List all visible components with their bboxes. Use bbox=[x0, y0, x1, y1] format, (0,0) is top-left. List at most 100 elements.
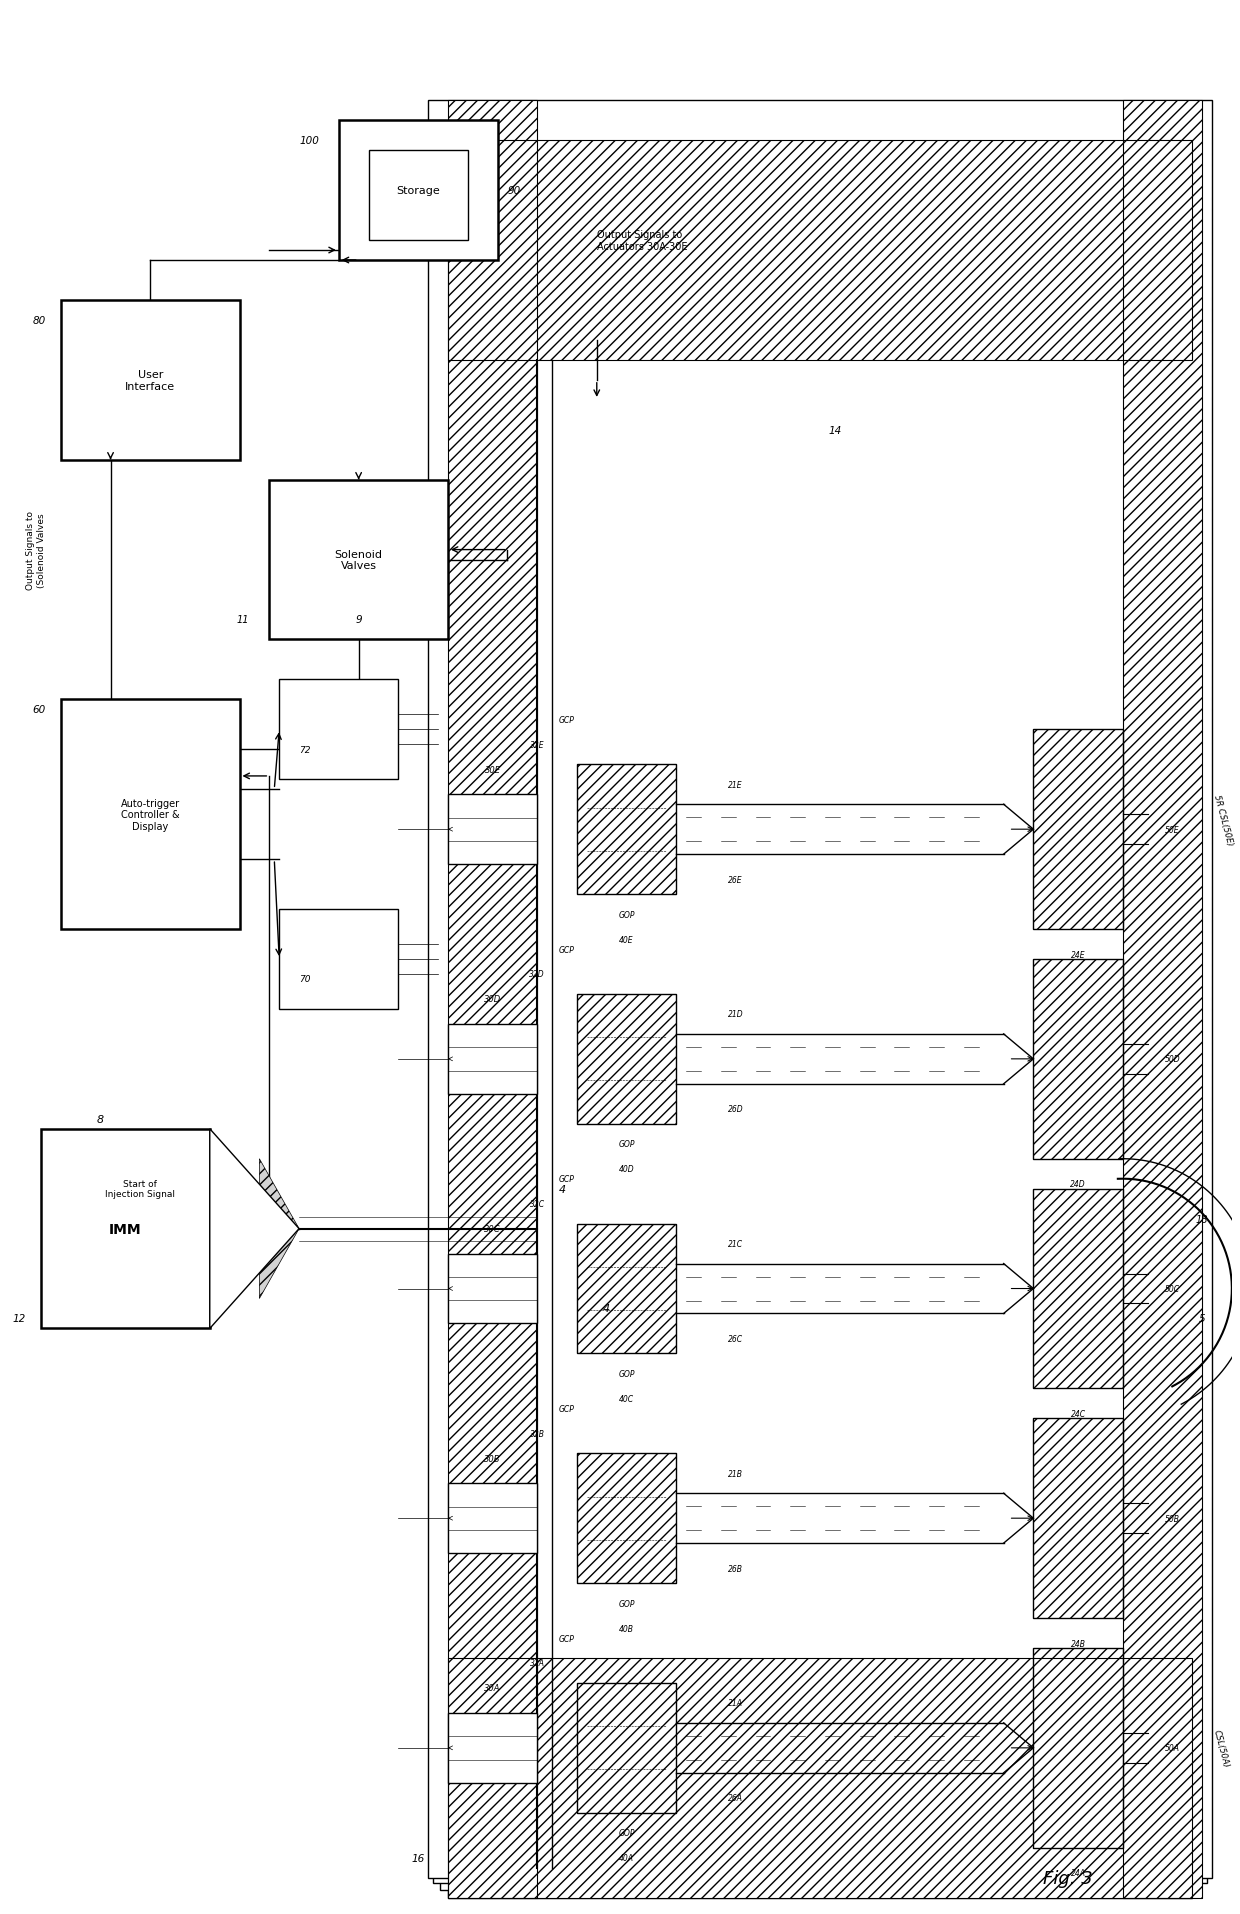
Text: 32A: 32A bbox=[529, 1659, 544, 1667]
Text: 4: 4 bbox=[603, 1303, 610, 1313]
Text: 21D: 21D bbox=[728, 1011, 744, 1018]
Bar bbox=[577, 1682, 676, 1813]
Bar bbox=[448, 1658, 1192, 1897]
Text: 14: 14 bbox=[828, 425, 842, 436]
Text: GCP: GCP bbox=[559, 1405, 575, 1413]
Text: 50B: 50B bbox=[1164, 1514, 1179, 1524]
Text: 50C: 50C bbox=[1164, 1284, 1180, 1294]
Bar bbox=[279, 679, 398, 779]
Text: 70: 70 bbox=[299, 974, 310, 984]
Text: 5R CSL(50E): 5R CSL(50E) bbox=[1211, 792, 1234, 846]
Text: User
Interface: User Interface bbox=[125, 369, 175, 392]
Bar bbox=[1033, 1418, 1122, 1617]
Bar bbox=[448, 101, 537, 1897]
Text: 21E: 21E bbox=[728, 781, 743, 789]
Text: 50D: 50D bbox=[1164, 1055, 1180, 1064]
Text: 30C: 30C bbox=[485, 1225, 501, 1233]
Text: Output Signals to
Actuators 30A-30E: Output Signals to Actuators 30A-30E bbox=[596, 230, 687, 253]
Text: GCP: GCP bbox=[559, 716, 575, 725]
Text: Solenoid
Valves: Solenoid Valves bbox=[335, 549, 383, 570]
Bar bbox=[448, 1024, 537, 1095]
Text: 12: 12 bbox=[12, 1313, 26, 1324]
Bar bbox=[577, 766, 676, 894]
Text: 11: 11 bbox=[237, 614, 249, 626]
Text: 60: 60 bbox=[32, 704, 46, 716]
Bar bbox=[1033, 959, 1122, 1160]
Bar bbox=[577, 766, 676, 894]
Text: GCP: GCP bbox=[559, 1635, 575, 1642]
Text: 30A: 30A bbox=[485, 1684, 501, 1692]
Text: 40C: 40C bbox=[619, 1393, 634, 1403]
Text: GCP: GCP bbox=[559, 1175, 575, 1183]
Text: 24C: 24C bbox=[1070, 1409, 1085, 1418]
Bar bbox=[41, 1129, 210, 1328]
Text: 40B: 40B bbox=[619, 1623, 634, 1633]
Bar bbox=[1122, 101, 1202, 1897]
Bar bbox=[448, 101, 537, 1897]
Text: 24E: 24E bbox=[1071, 949, 1085, 959]
Text: 21B: 21B bbox=[728, 1468, 743, 1478]
Bar bbox=[448, 142, 1192, 360]
Text: 40E: 40E bbox=[619, 936, 634, 944]
Text: 26C: 26C bbox=[728, 1334, 743, 1344]
Text: 40D: 40D bbox=[619, 1164, 635, 1173]
Bar bbox=[577, 995, 676, 1124]
Bar bbox=[279, 909, 398, 1009]
Text: Start of
Injection Signal: Start of Injection Signal bbox=[105, 1179, 175, 1198]
Bar bbox=[448, 1658, 1192, 1897]
Bar bbox=[448, 794, 537, 865]
Text: 24B: 24B bbox=[1070, 1638, 1085, 1648]
Text: 9: 9 bbox=[356, 614, 362, 626]
Text: 32E: 32E bbox=[529, 741, 544, 750]
Text: 32C: 32C bbox=[529, 1200, 544, 1208]
Polygon shape bbox=[210, 1129, 299, 1328]
Bar bbox=[368, 151, 467, 241]
Text: Auto-trigger
Controller &
Display: Auto-trigger Controller & Display bbox=[120, 798, 180, 831]
Text: GOP: GOP bbox=[619, 1598, 635, 1608]
Text: 8: 8 bbox=[97, 1114, 104, 1124]
Bar bbox=[577, 995, 676, 1124]
Bar bbox=[577, 1223, 676, 1353]
Text: 50E: 50E bbox=[1166, 825, 1179, 835]
Bar bbox=[448, 1483, 537, 1554]
Text: 26E: 26E bbox=[728, 875, 743, 884]
Bar bbox=[269, 480, 448, 639]
Bar bbox=[1033, 1189, 1122, 1390]
Text: GCP: GCP bbox=[559, 946, 575, 953]
Text: 21A: 21A bbox=[728, 1698, 743, 1707]
Text: GOP: GOP bbox=[619, 1369, 635, 1378]
Text: 26B: 26B bbox=[728, 1564, 743, 1573]
Text: 72: 72 bbox=[299, 745, 310, 754]
Text: 24A: 24A bbox=[1070, 1868, 1085, 1878]
Text: 24D: 24D bbox=[1070, 1179, 1086, 1189]
Bar bbox=[61, 701, 239, 930]
Bar bbox=[428, 101, 1211, 1878]
Bar bbox=[577, 1682, 676, 1813]
Bar bbox=[61, 300, 239, 461]
Text: 4: 4 bbox=[558, 1185, 565, 1194]
Text: CSL(50A): CSL(50A) bbox=[1211, 1728, 1231, 1769]
Text: 90: 90 bbox=[507, 186, 521, 195]
Text: 100: 100 bbox=[299, 136, 319, 145]
Text: GOP: GOP bbox=[619, 909, 635, 919]
Bar bbox=[577, 1453, 676, 1583]
Text: GOP: GOP bbox=[619, 1139, 635, 1148]
Text: 50A: 50A bbox=[1164, 1744, 1179, 1753]
Text: 26A: 26A bbox=[728, 1793, 743, 1803]
Text: 32D: 32D bbox=[529, 970, 546, 978]
Bar bbox=[448, 1254, 537, 1324]
Bar bbox=[448, 1713, 537, 1782]
Text: Output Signals to
(Solenoid Valves: Output Signals to (Solenoid Valves bbox=[26, 511, 46, 590]
Bar bbox=[577, 1223, 676, 1353]
Bar bbox=[448, 142, 1192, 360]
Text: GOP: GOP bbox=[619, 1828, 635, 1837]
Text: 18: 18 bbox=[1195, 1213, 1208, 1223]
Text: 5: 5 bbox=[1199, 1313, 1205, 1324]
Bar bbox=[1033, 1648, 1122, 1847]
Bar bbox=[1033, 959, 1122, 1160]
Polygon shape bbox=[259, 1160, 299, 1300]
Text: 32B: 32B bbox=[529, 1430, 544, 1437]
Text: 40A: 40A bbox=[619, 1853, 634, 1862]
Bar bbox=[1033, 729, 1122, 930]
Bar bbox=[1122, 101, 1202, 1897]
